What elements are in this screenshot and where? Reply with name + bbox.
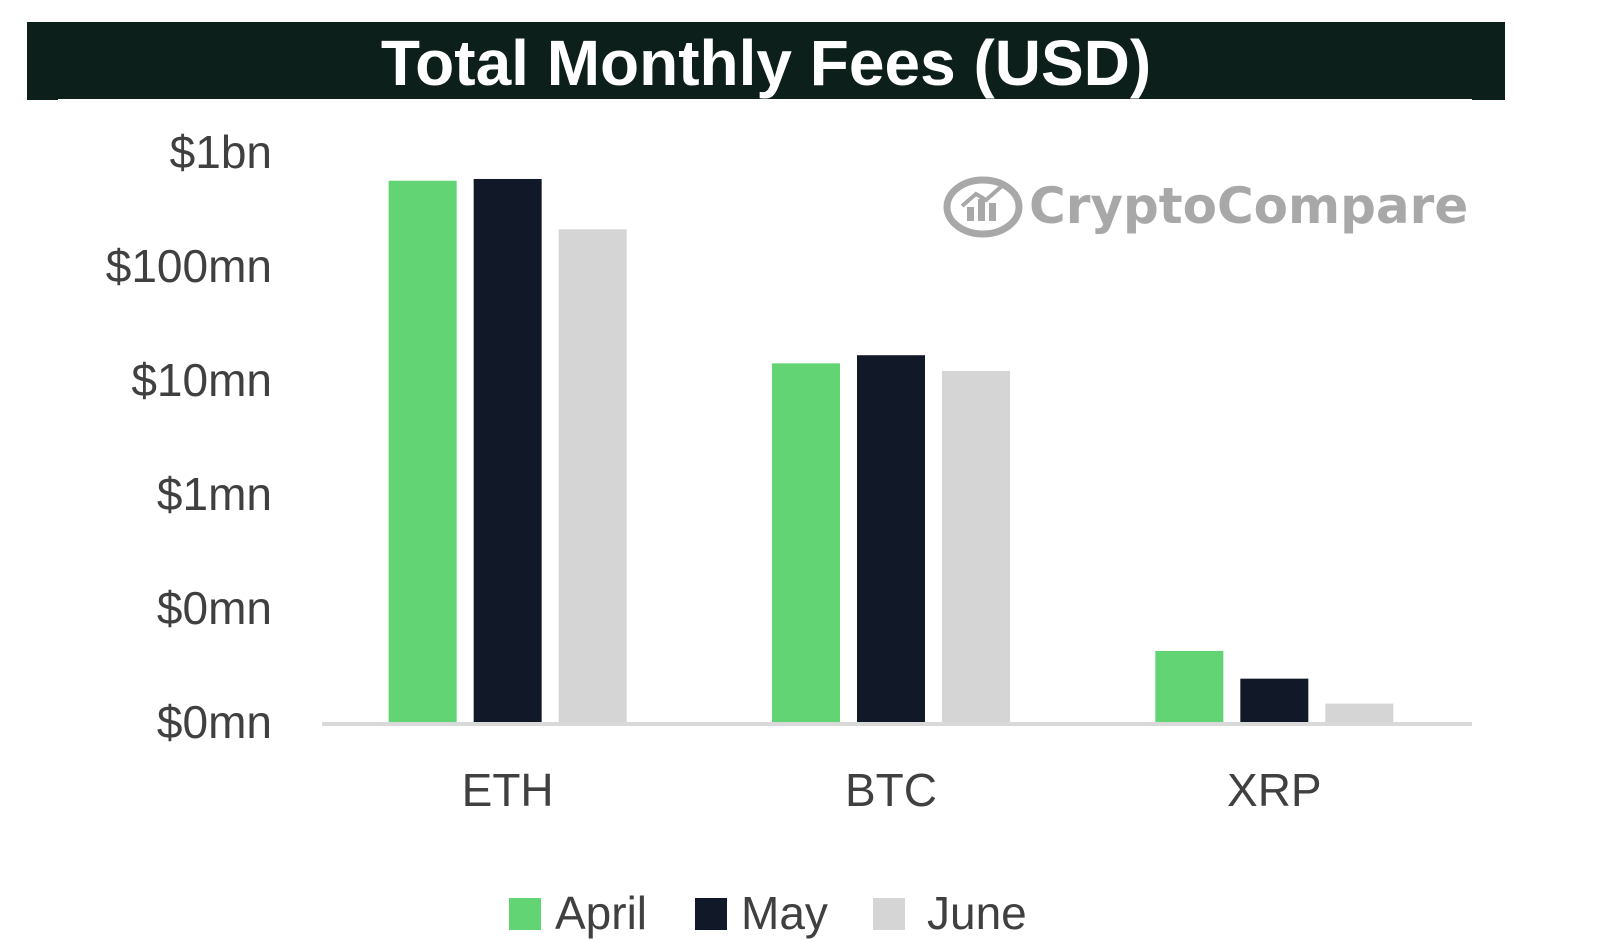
legend: April May June: [509, 887, 1027, 939]
y-tick-label: $1mn: [157, 468, 272, 520]
y-tick-label: $1bn: [170, 126, 272, 178]
legend-swatch-april: [509, 898, 541, 930]
bar-btc-june: [942, 370, 1010, 722]
bar-btc-may: [857, 355, 925, 722]
y-tick-label: $0mn: [157, 582, 272, 634]
bar-eth-june: [558, 229, 627, 722]
x-tick-label: ETH: [462, 764, 554, 816]
x-axis: ETH BTC XRP: [462, 764, 1322, 816]
bar-eth-april: [388, 180, 457, 723]
legend-label-may: May: [741, 887, 828, 939]
y-axis: $0mn $0mn $1mn $10mn $100mn $1bn: [106, 126, 272, 748]
x-tick-label: XRP: [1227, 764, 1322, 816]
legend-swatch-may: [695, 898, 727, 930]
bar-xrp-june: [1325, 703, 1394, 722]
legend-label-april: April: [555, 887, 647, 939]
bar-xrp-april: [1155, 650, 1224, 722]
y-tick-label: $0mn: [157, 696, 272, 748]
legend-swatch-june: [873, 898, 905, 930]
legend-label-june: June: [927, 887, 1027, 939]
bar-eth-may: [473, 178, 542, 722]
watermark-text: CryptoCompare: [1029, 177, 1468, 235]
x-tick-label: BTC: [845, 764, 937, 816]
y-tick-label: $100mn: [106, 240, 272, 292]
y-tick-label: $10mn: [131, 354, 272, 406]
cryptocompare-logo: CryptoCompare: [943, 176, 1468, 238]
bars-group: [388, 178, 1394, 723]
title-bar: [27, 22, 1505, 100]
bar-btc-april: [772, 363, 840, 722]
logo-icon: [943, 176, 1023, 238]
chart-title: Total Monthly Fees (USD): [381, 27, 1151, 99]
bar-xrp-may: [1240, 678, 1309, 722]
